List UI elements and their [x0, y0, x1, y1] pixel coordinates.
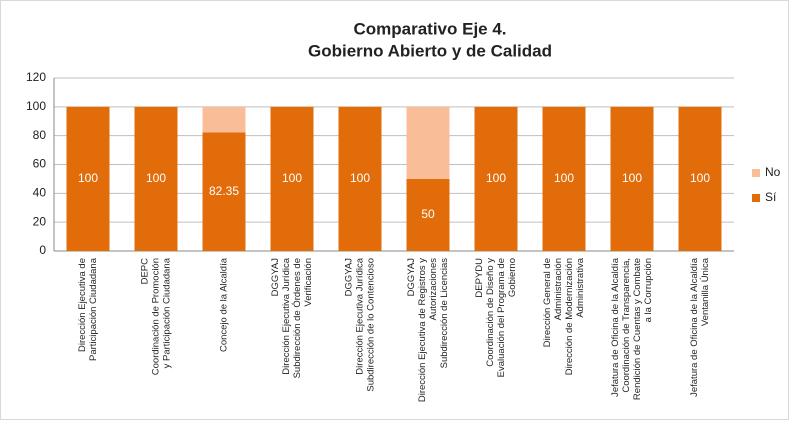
bar-segment	[202, 132, 246, 251]
data-label: 100	[690, 171, 710, 185]
x-tick-label: Coordinación de Diseño y	[485, 258, 496, 367]
x-tick-label: DGGYAJ	[344, 258, 355, 297]
legend-swatch	[752, 169, 760, 177]
x-tick-label: Evaluación del Programa de	[496, 258, 507, 377]
x-tick-label: Ventanilla Única	[700, 257, 711, 326]
chart-title: Gobierno Abierto y de Calidad	[308, 41, 552, 60]
x-tick-label: Subdirección de Órdenes de	[292, 258, 303, 378]
legend-label: Sí	[765, 190, 777, 204]
x-tick-label: Dirección Ejecutiva de	[77, 258, 88, 352]
bar-segment	[202, 106, 246, 133]
x-tick-label: DEPYDU	[474, 258, 485, 298]
bar-segment	[338, 106, 382, 251]
x-tick-label: Autorizaciones	[428, 258, 439, 321]
data-label: 82.35	[209, 184, 239, 198]
bar-segment	[610, 106, 654, 251]
x-tick-label: DGGYAJ	[270, 258, 281, 297]
data-label: 100	[554, 171, 574, 185]
data-label: 50	[421, 207, 435, 221]
x-tick-label: DEPC	[140, 258, 151, 285]
bar-segment	[406, 106, 450, 179]
y-tick-label: 20	[33, 214, 47, 228]
data-label: 100	[350, 171, 370, 185]
x-tick-label: Verificación	[303, 258, 314, 307]
y-tick-label: 0	[39, 243, 46, 257]
data-label: 100	[486, 171, 506, 185]
legend-swatch	[752, 194, 760, 202]
y-tick-label: 60	[33, 157, 47, 171]
x-tick-label: Coordinación de Promoción	[151, 258, 162, 375]
x-tick-label: Dirección Ejecutiva Jurídica	[281, 257, 292, 374]
x-tick-label: Rendición de Cuentas y Combate	[632, 258, 643, 400]
x-tick-label: Jefatura de Oficina de la Alcaldía	[689, 257, 700, 397]
x-tick-label: Dirección de Modernización	[564, 258, 575, 375]
x-tick-label: y Participación Ciudadana	[162, 257, 173, 368]
data-label: 100	[622, 171, 642, 185]
x-tick-label: Subdirección de lo Contencioso	[366, 258, 377, 392]
bar-segment	[406, 178, 450, 251]
x-tick-label: Subdirección de Licencias	[439, 258, 450, 369]
x-tick-label: a la Corrupción	[643, 258, 654, 322]
data-label: 100	[146, 171, 166, 185]
y-tick-label: 40	[33, 186, 47, 200]
bar-segment	[134, 106, 178, 251]
chart-title: Comparativo Eje 4.	[353, 19, 506, 38]
x-tick-label: Concejo de la Alcaldía	[219, 257, 230, 352]
x-tick-label: Participación Ciudadana	[88, 257, 99, 361]
x-tick-label: Dirección Ejecutiva Jurídica	[355, 257, 366, 374]
bar-segment	[270, 106, 314, 251]
bar-segment	[66, 106, 110, 251]
data-label: 100	[282, 171, 302, 185]
data-label: 100	[78, 171, 98, 185]
x-tick-label: Dirección General de	[542, 258, 553, 347]
y-tick-label: 120	[26, 70, 46, 84]
bar-segment	[542, 106, 586, 251]
x-tick-label: Jefatura de Oficina de la Alcaldía	[610, 257, 621, 397]
bar-segment	[678, 106, 722, 251]
y-tick-label: 80	[33, 128, 47, 142]
x-tick-label: Gobierno	[507, 258, 518, 297]
x-tick-label: Administrativa	[575, 257, 586, 317]
x-tick-label: DGGYAJ	[406, 258, 417, 297]
y-tick-label: 100	[26, 99, 46, 113]
x-tick-label: Coordinación de Transparencia,	[621, 258, 632, 393]
legend-label: No	[765, 165, 781, 179]
x-tick-label: Administración	[553, 258, 564, 320]
bar-segment	[474, 106, 518, 251]
x-tick-label: Dirección Ejecutiva de Registros y	[417, 258, 428, 402]
